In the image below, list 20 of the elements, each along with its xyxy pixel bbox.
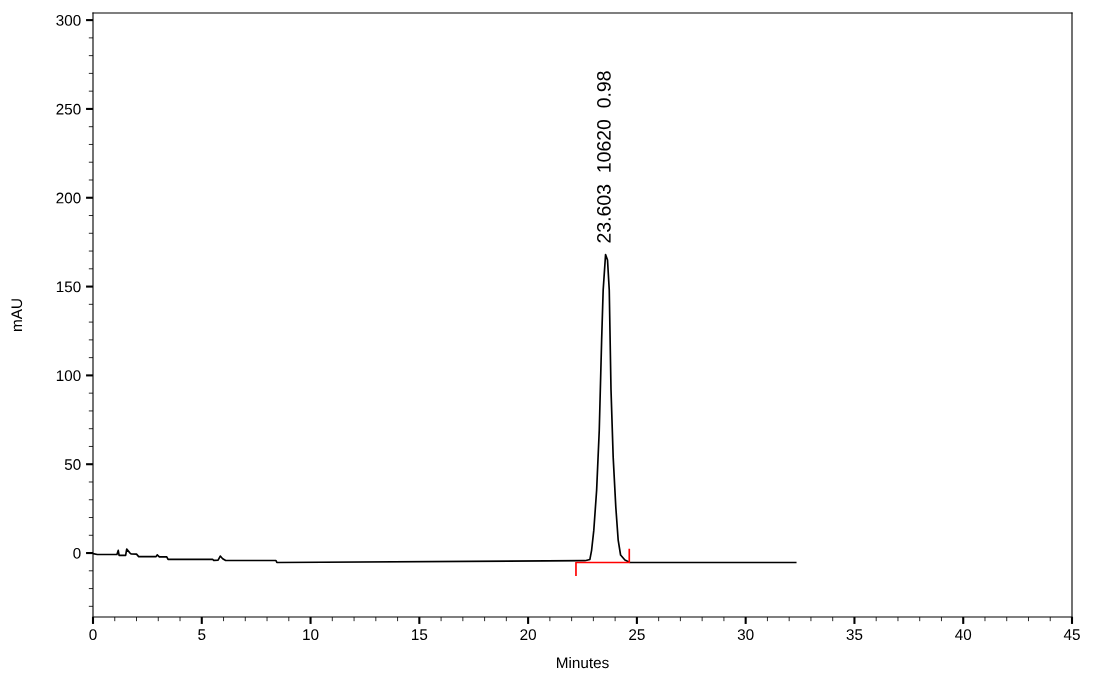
x-tick-label: 25: [629, 629, 645, 641]
y-tick-label: 250: [56, 103, 81, 115]
y-tick-label: 150: [56, 281, 81, 293]
x-axis-title: Minutes: [557, 656, 609, 669]
x-tick-label: 35: [846, 629, 863, 641]
x-tick-label: 15: [412, 629, 428, 641]
y-tick-label: 200: [56, 192, 81, 204]
y-tick-label: 50: [64, 459, 81, 470]
x-tick-label: 45: [1063, 629, 1080, 641]
y-tick-label: 100: [56, 370, 81, 382]
y-tick-label: 300: [56, 14, 81, 26]
y-tick-label: 0: [73, 547, 81, 559]
annotation: 23.603 10620 0.98: [597, 71, 611, 243]
x-tick-label: 10: [303, 629, 319, 641]
x-tick-label: 5: [198, 629, 206, 641]
x-tick-label: 30: [737, 629, 754, 641]
x-tick-label: 20: [520, 629, 537, 641]
x-tick-label: 40: [955, 629, 972, 641]
y-axis-title: mAU: [11, 299, 23, 331]
x-tick-label: 0: [89, 629, 97, 641]
